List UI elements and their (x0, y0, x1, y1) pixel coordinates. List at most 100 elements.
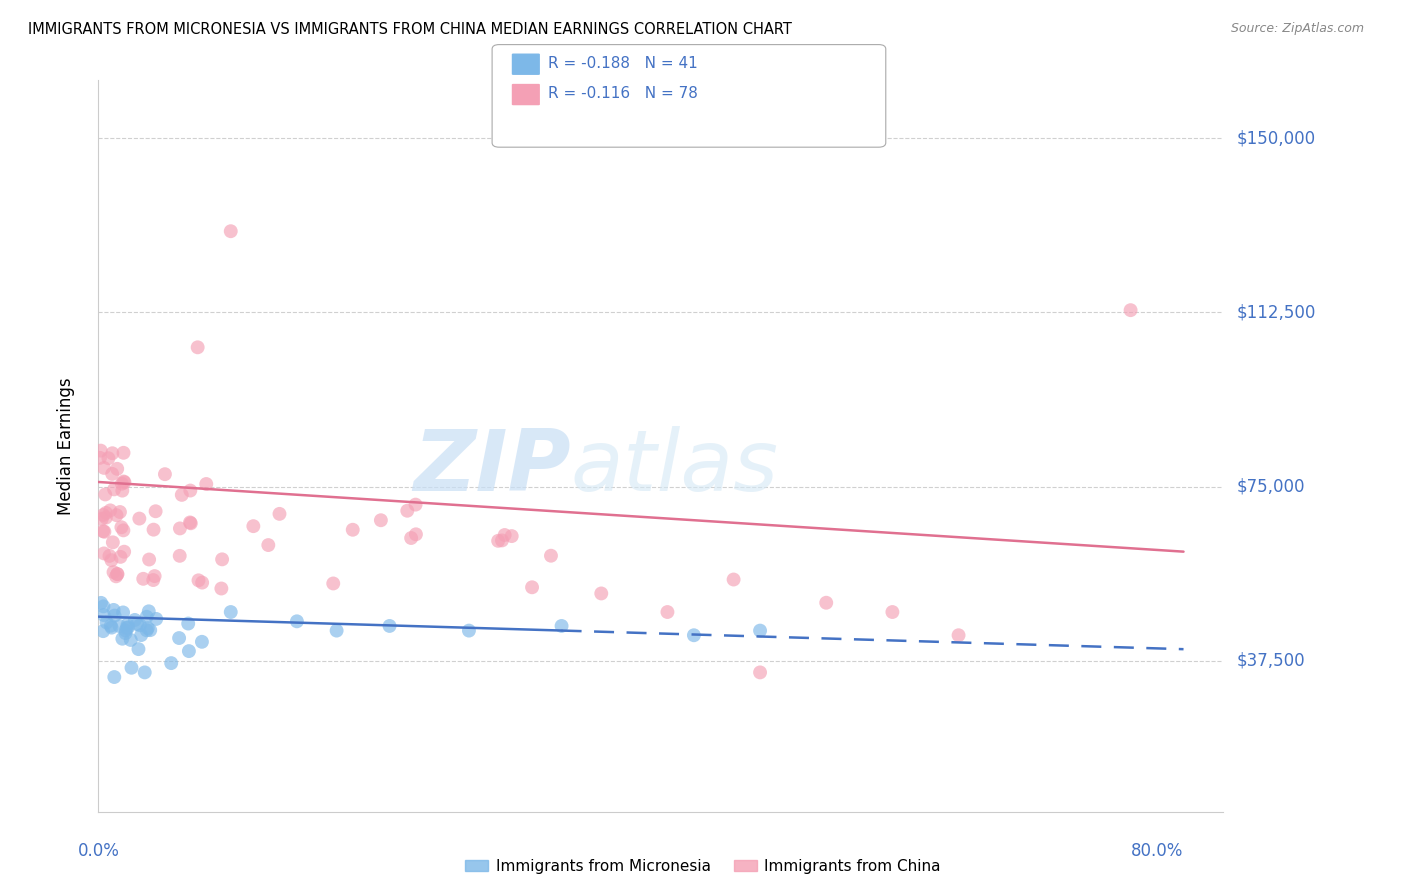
Legend: Immigrants from Micronesia, Immigrants from China: Immigrants from Micronesia, Immigrants f… (460, 853, 946, 880)
Point (114, 624, 136, 638)
Point (101, 446, 124, 460)
Point (105, 508, 128, 523)
Text: $112,500: $112,500 (1237, 303, 1316, 321)
Point (91, 524, 114, 538)
Point (285, 615, 308, 629)
Point (180, 516, 202, 531)
Point (520, 580, 543, 594)
Point (94, 487, 117, 501)
Point (177, 616, 200, 631)
Point (209, 582, 232, 596)
Point (169, 521, 191, 535)
Point (325, 624, 347, 638)
Point (269, 507, 291, 521)
Point (94, 510, 117, 524)
Point (187, 574, 209, 588)
Point (91, 508, 114, 522)
Point (94, 506, 117, 520)
Point (138, 604, 160, 618)
Point (169, 549, 191, 563)
Text: ZIP: ZIP (413, 426, 571, 509)
Point (129, 628, 152, 642)
Text: 80.0%: 80.0% (1130, 842, 1184, 860)
Point (117, 617, 139, 632)
Point (491, 533, 513, 548)
Point (370, 513, 392, 527)
Point (815, 596, 838, 610)
Point (145, 612, 167, 626)
Point (396, 504, 419, 518)
Point (882, 605, 904, 619)
Text: $75,000: $75,000 (1237, 477, 1306, 496)
Point (257, 538, 280, 552)
Point (115, 621, 138, 635)
Point (93, 546, 115, 560)
Point (179, 516, 201, 530)
Point (142, 523, 165, 537)
Point (177, 644, 200, 658)
Point (112, 446, 135, 460)
Point (342, 523, 364, 537)
Point (93, 599, 115, 614)
Point (120, 632, 142, 647)
Point (132, 572, 155, 586)
Point (1119, 303, 1142, 318)
Point (112, 475, 135, 489)
Point (103, 483, 125, 497)
Y-axis label: Median Earnings: Median Earnings (56, 377, 75, 515)
Point (145, 504, 167, 518)
Point (749, 624, 772, 638)
Point (139, 623, 162, 637)
Point (98, 503, 121, 517)
Point (405, 498, 427, 512)
Point (195, 477, 218, 491)
Point (101, 467, 124, 481)
Point (97, 451, 120, 466)
Point (89, 450, 111, 465)
Point (486, 533, 509, 548)
Point (103, 603, 125, 617)
Point (191, 635, 214, 649)
Point (124, 613, 146, 627)
Point (90, 596, 112, 610)
Point (128, 511, 150, 525)
Point (114, 626, 136, 640)
Point (100, 621, 122, 635)
Point (110, 549, 132, 564)
Point (129, 618, 152, 632)
Point (378, 619, 401, 633)
Text: $37,500: $37,500 (1237, 652, 1306, 670)
Point (110, 520, 132, 534)
Point (550, 619, 572, 633)
Point (104, 608, 127, 623)
Point (100, 553, 122, 567)
Point (458, 624, 481, 638)
Point (138, 552, 160, 566)
Text: R = -0.116   N = 78: R = -0.116 N = 78 (548, 87, 699, 101)
Point (143, 569, 166, 583)
Point (103, 670, 125, 684)
Point (135, 609, 157, 624)
Point (100, 618, 122, 632)
Point (96, 615, 118, 630)
Point (219, 605, 242, 619)
Point (107, 567, 129, 582)
Text: 0.0%: 0.0% (77, 842, 120, 860)
Point (117, 620, 139, 634)
Point (127, 642, 149, 657)
Point (191, 575, 214, 590)
Point (121, 661, 143, 675)
Point (187, 340, 209, 354)
Point (112, 545, 135, 559)
Point (322, 576, 344, 591)
Point (683, 628, 706, 642)
Point (105, 567, 128, 582)
Point (219, 224, 242, 238)
Point (749, 665, 772, 680)
Text: Source: ZipAtlas.com: Source: ZipAtlas.com (1230, 22, 1364, 36)
Point (723, 573, 745, 587)
Point (125, 617, 148, 632)
Point (108, 619, 131, 633)
Point (105, 462, 128, 476)
Point (112, 524, 135, 538)
